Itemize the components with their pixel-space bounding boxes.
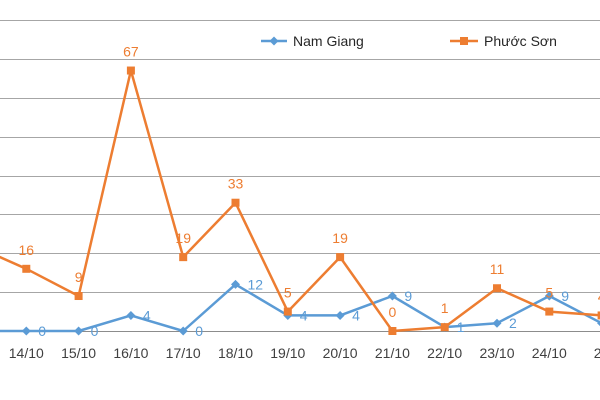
- data-point-marker: [178, 326, 188, 336]
- x-tick-label: 25: [594, 345, 600, 361]
- legend-marker: [269, 36, 279, 46]
- data-label: 16: [19, 242, 35, 258]
- series-line: [0, 69, 600, 333]
- data-label: 67: [123, 44, 139, 60]
- data-point-marker: [283, 307, 292, 316]
- data-point-marker: [387, 291, 397, 301]
- data-point-marker: [545, 307, 554, 316]
- data-point-marker: [336, 253, 345, 262]
- data-label: 1: [441, 300, 449, 316]
- x-tick-label: 19/10: [270, 345, 305, 361]
- data-point-marker: [22, 264, 31, 273]
- data-label: 5: [284, 285, 292, 301]
- data-label: 11: [490, 261, 505, 277]
- data-point-marker: [597, 320, 600, 327]
- gridlines: [0, 20, 600, 293]
- legend-marker: [460, 37, 468, 45]
- data-label: 0: [195, 323, 203, 339]
- x-tick-label: 24/10: [532, 345, 567, 361]
- legend: Nam Giang Phước Sơn: [261, 33, 557, 49]
- data-label: 19: [175, 230, 191, 246]
- x-tick-label: 16/10: [113, 345, 148, 361]
- x-tick-label: 21/10: [375, 345, 410, 361]
- data-point-marker: [492, 318, 502, 328]
- data-label: 4: [598, 288, 600, 304]
- x-tick-label: 18/10: [218, 345, 253, 361]
- data-point-marker: [335, 310, 345, 320]
- data-label: 1: [457, 319, 465, 335]
- data-label: 33: [228, 176, 244, 192]
- x-tick-label: 22/10: [427, 345, 462, 361]
- data-point-marker: [544, 291, 554, 301]
- data-label: 9: [75, 269, 83, 285]
- data-label: 19: [332, 230, 348, 246]
- x-tick-label: 14/10: [9, 345, 44, 361]
- x-tick-label: 17/10: [166, 345, 201, 361]
- series-group: [0, 66, 600, 336]
- data-label: 0: [38, 323, 46, 339]
- data-label: 4: [352, 307, 360, 323]
- x-tick-label: 20/10: [323, 345, 358, 361]
- data-labels: 004012449129169671933519011154: [19, 44, 600, 339]
- data-point-marker: [597, 311, 600, 320]
- data-point-marker: [21, 326, 31, 336]
- data-label: 4: [300, 307, 308, 323]
- data-label: 0: [91, 323, 99, 339]
- data-label: 0: [389, 304, 397, 320]
- data-point-marker: [440, 323, 449, 332]
- data-label: 2: [509, 315, 517, 331]
- data-point-marker: [388, 327, 397, 335]
- legend-label: Nam Giang: [293, 33, 364, 49]
- x-tick-label: 15/10: [61, 345, 96, 361]
- data-label: 12: [248, 276, 264, 292]
- data-point-marker: [179, 253, 188, 262]
- data-label: 9: [404, 288, 412, 304]
- data-label: 5: [545, 285, 553, 301]
- data-point-marker: [74, 326, 84, 336]
- data-point-marker: [126, 310, 136, 320]
- data-label: 4: [143, 307, 151, 323]
- data-point-marker: [126, 66, 135, 75]
- x-tick-label: 23/10: [479, 345, 514, 361]
- data-point-marker: [493, 284, 501, 293]
- data-label: 9: [561, 288, 569, 304]
- data-point-marker: [231, 279, 240, 289]
- x-axis: 14/10 15/10 16/10 17/10 18/10 19/10 20/10 21/10…: [0, 331, 600, 361]
- data-point-marker: [231, 198, 240, 207]
- legend-label: Phước Sơn: [484, 33, 557, 49]
- data-point-marker: [74, 292, 83, 301]
